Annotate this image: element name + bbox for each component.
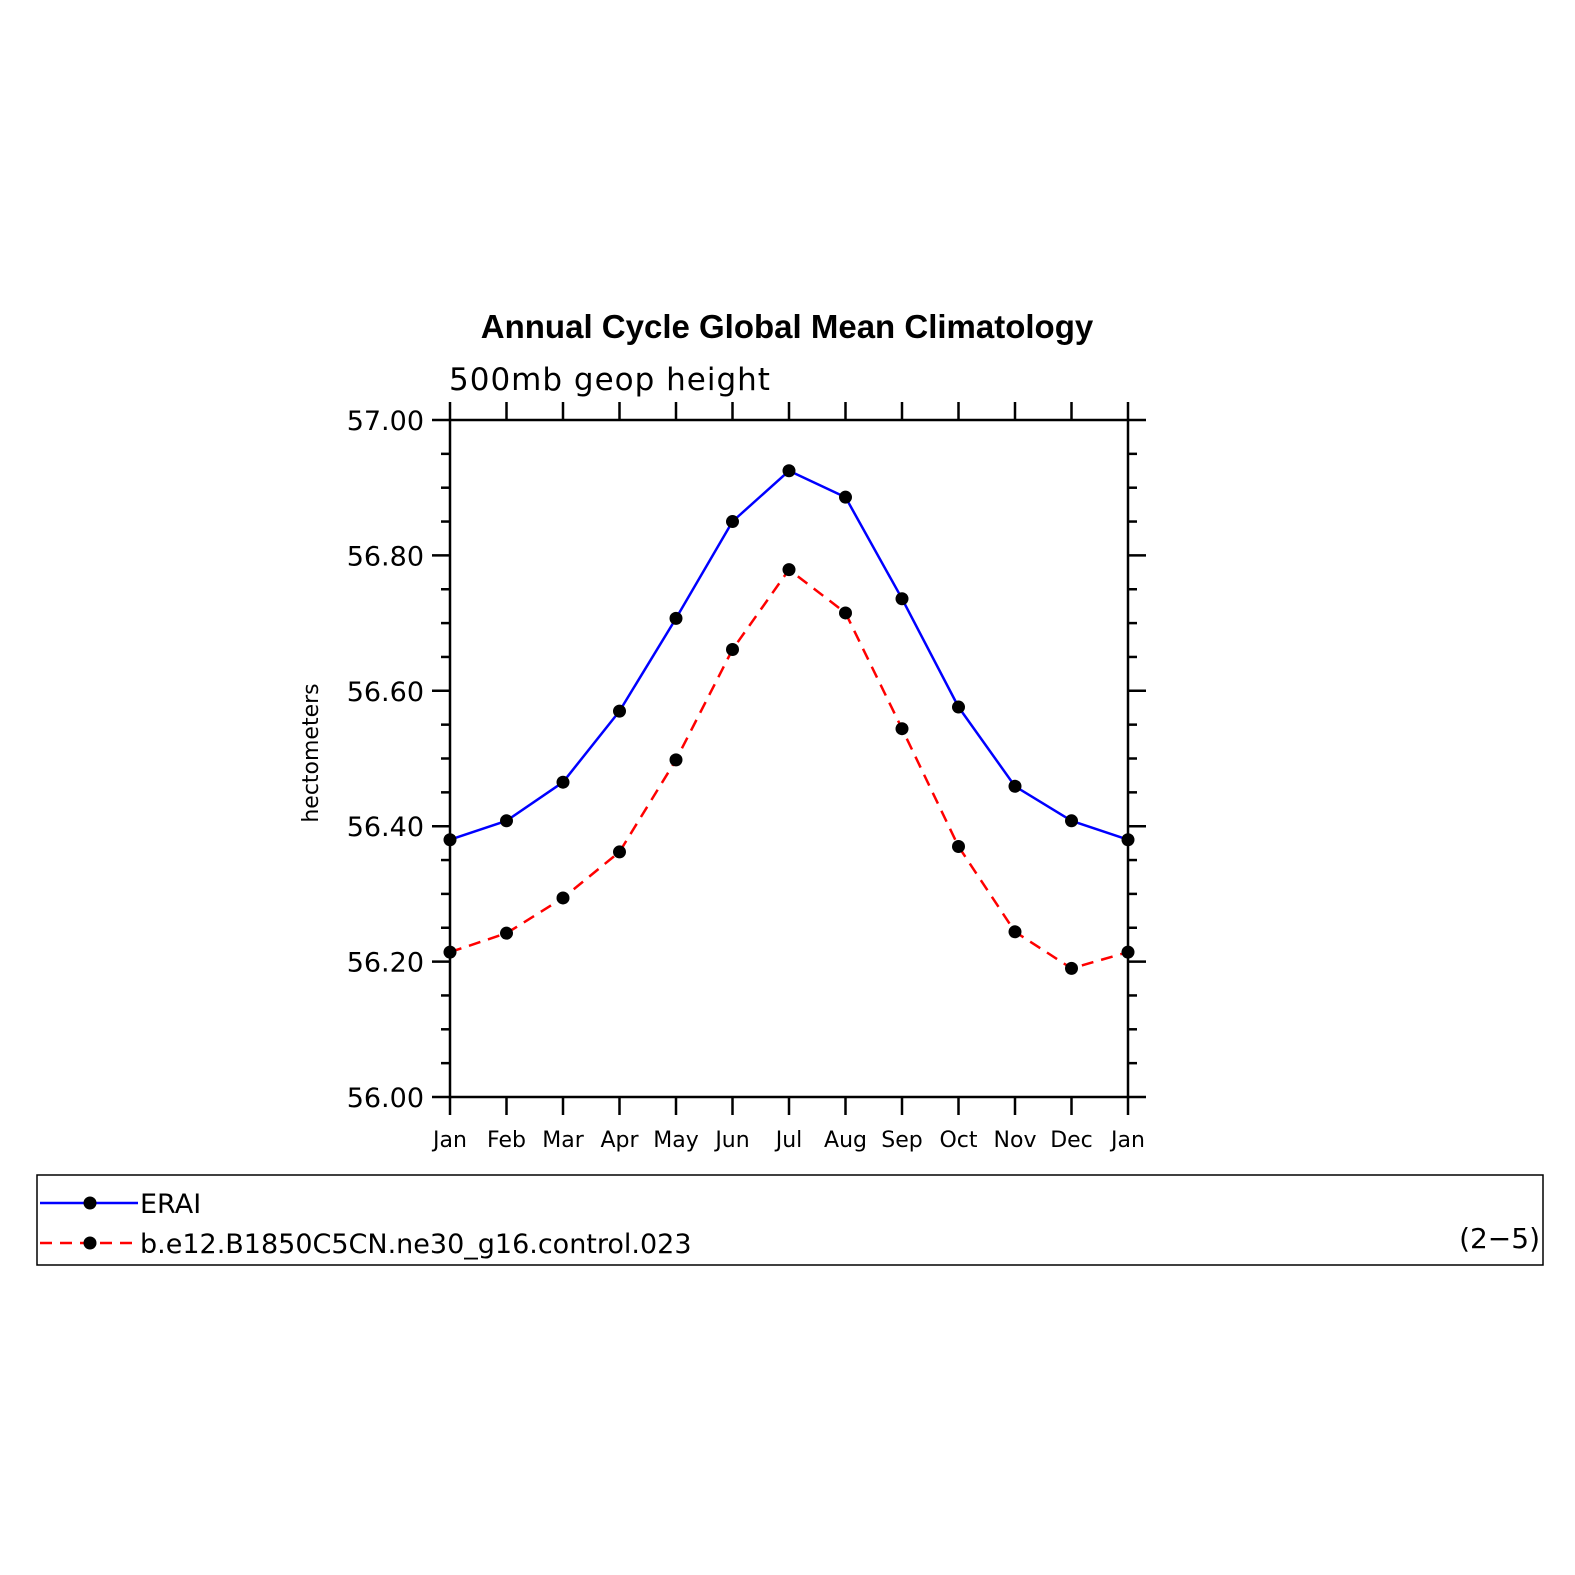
x-tick-label: Jan: [1109, 1128, 1145, 1153]
data-point: [500, 814, 513, 828]
series-line-erai: [449, 469, 1129, 841]
x-tick-label: Aug: [824, 1128, 867, 1153]
data-point: [500, 926, 513, 940]
legend-box: [36, 1174, 1544, 1266]
chart-title: Annual Cycle Global Mean Climatology: [481, 308, 1094, 345]
legend-marker: [83, 1236, 97, 1250]
data-point: [726, 515, 739, 529]
series-layer: [449, 469, 1129, 970]
x-tick-label: Jul: [774, 1128, 803, 1153]
data-point: [726, 643, 739, 657]
legend-marker: [83, 1196, 97, 1210]
data-point: [443, 833, 457, 847]
data-point: [1065, 814, 1078, 828]
x-tick-label: Apr: [600, 1128, 639, 1153]
legend-label: ERAI: [140, 1189, 201, 1220]
data-point: [613, 704, 626, 718]
x-tick-label: Sep: [881, 1128, 922, 1153]
x-tick-label: Mar: [542, 1128, 584, 1153]
y-tick-label: 56.80: [347, 541, 424, 572]
data-point: [669, 753, 683, 767]
data-point: [952, 840, 965, 854]
chart-subtitle: 500mb geop height: [449, 362, 771, 398]
legend-label: b.e12.B1850C5CN.ne30_g16.control.023: [140, 1229, 692, 1260]
y-tick-label: 57.00: [347, 406, 424, 437]
data-point: [556, 775, 570, 789]
axis-ticks: 56.00 56.20 56.40 56.60 56.80 57.00 Jan Feb Mar A…: [347, 402, 1146, 1153]
legend: ERAI b.e12.B1850C5CN.ne30_g16.control.023: [40, 1189, 692, 1260]
data-point: [669, 611, 683, 625]
data-point: [1065, 961, 1078, 975]
y-tick-label: 56.00: [347, 1083, 424, 1114]
y-tick-label: 56.60: [347, 677, 424, 708]
x-tick-label: Oct: [939, 1128, 977, 1153]
data-point: [895, 592, 909, 606]
data-point: [613, 845, 626, 859]
x-tick-label: Jun: [713, 1128, 749, 1153]
markers-layer: [443, 464, 1135, 975]
x-tick-label: Feb: [487, 1128, 526, 1153]
data-point: [556, 891, 570, 905]
data-point: [782, 563, 796, 577]
data-point: [782, 464, 796, 478]
panel-label: (2−5): [1459, 1222, 1540, 1255]
data-point: [895, 722, 909, 736]
y-tick-label: 56.40: [347, 812, 424, 843]
data-point: [1121, 833, 1135, 847]
series-line-model: [449, 568, 1129, 970]
x-tick-label: Nov: [994, 1128, 1037, 1153]
data-point: [1008, 925, 1022, 939]
y-axis-label: hectometers: [299, 683, 324, 822]
x-tick-label: May: [653, 1128, 698, 1153]
data-point: [839, 606, 852, 620]
x-tick-label: Jan: [431, 1128, 467, 1153]
x-tick-label: Dec: [1050, 1128, 1093, 1153]
plot-frame: [448, 418, 1130, 1099]
data-point: [1121, 945, 1135, 959]
y-tick-label: 56.20: [347, 948, 424, 979]
data-point: [443, 945, 457, 959]
data-point: [952, 700, 965, 714]
data-point: [839, 490, 852, 504]
data-point: [1008, 779, 1022, 793]
